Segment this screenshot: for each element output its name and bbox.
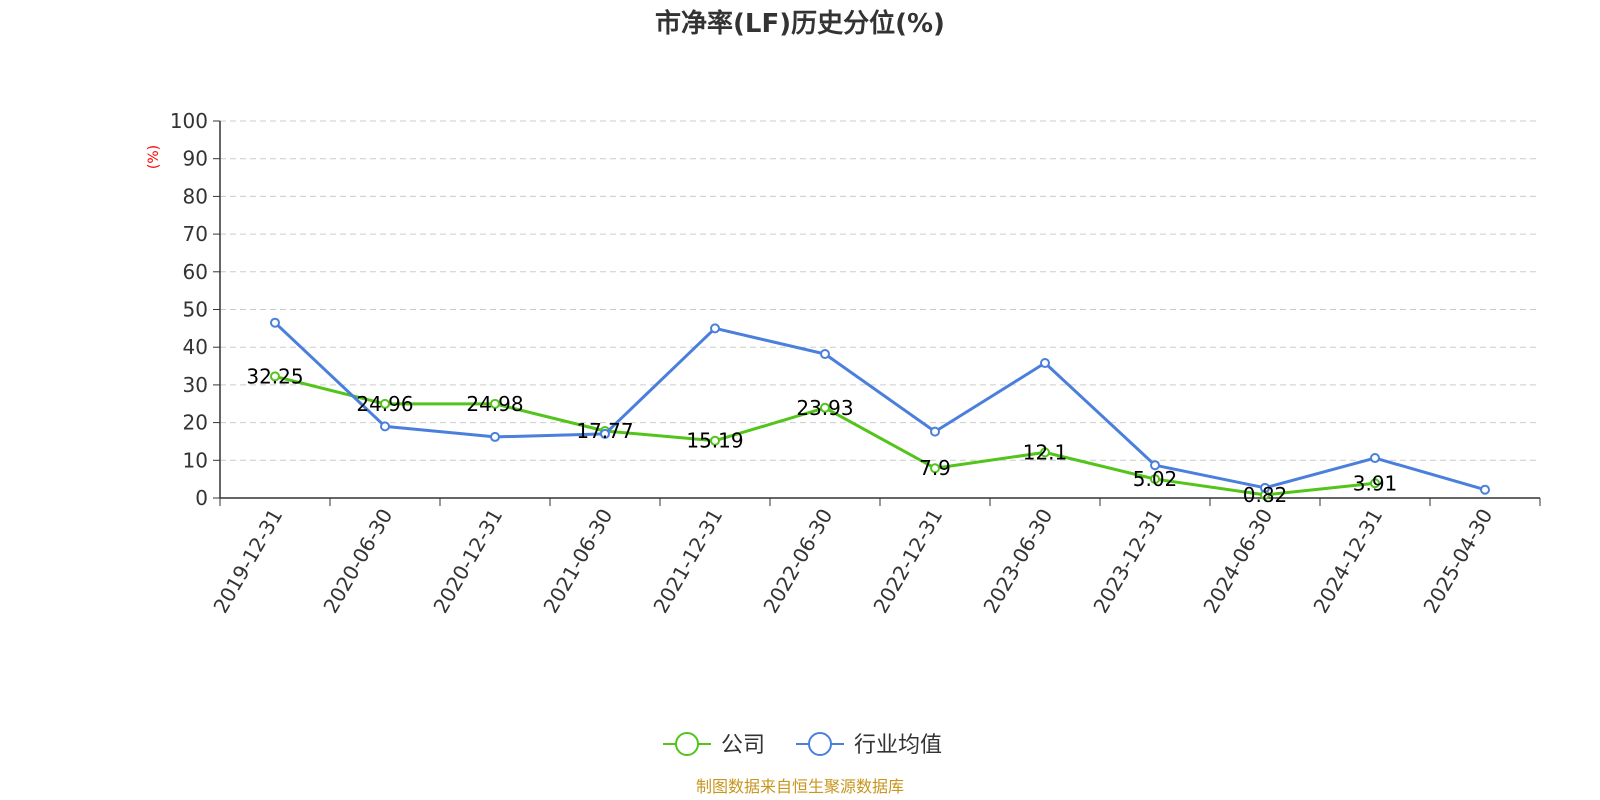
y-tick-label: 20 xyxy=(183,411,208,435)
y-tick-label: 0 xyxy=(195,486,208,510)
data-point[interactable] xyxy=(490,398,500,409)
data-labels: 32.25 24.96 24.98 17.77 15.19 23.93 7.9 12.1 5.0… xyxy=(246,364,1397,506)
y-tick-label: 60 xyxy=(183,260,208,284)
y-tick-label: 40 xyxy=(183,335,208,359)
data-label: 23.93 xyxy=(796,396,853,420)
legend-item[interactable]: 行业均值 xyxy=(796,732,942,758)
legend-marker xyxy=(808,732,832,756)
y-tick-label: 80 xyxy=(183,184,208,208)
y-tick-label: 30 xyxy=(183,373,208,397)
data-point[interactable] xyxy=(380,398,390,409)
legend-marker xyxy=(675,732,699,756)
y-tick-label: 10 xyxy=(183,448,208,472)
x-tick-label: 2019-12-31 xyxy=(208,505,287,618)
data-point[interactable] xyxy=(1370,453,1380,464)
gridlines xyxy=(220,120,1540,461)
data-point[interactable] xyxy=(710,435,720,446)
legend-label: 公司 xyxy=(721,733,765,758)
axes: 0 10 20 30 40 50 60 70 80 90 100 2019-12-31 2020-06-… xyxy=(170,109,1541,618)
data-point[interactable] xyxy=(930,463,940,474)
x-tick-label: 2021-12-31 xyxy=(648,505,727,618)
data-point[interactable] xyxy=(820,348,830,359)
data-point[interactable] xyxy=(380,421,390,432)
source-note: 制图数据来自恒生聚源数据库 xyxy=(696,777,904,796)
x-tick-label: 2022-12-31 xyxy=(868,505,947,618)
data-point[interactable] xyxy=(1040,447,1050,458)
legend-label: 行业均值 xyxy=(854,733,942,758)
x-tick-label: 2023-12-31 xyxy=(1088,505,1167,618)
data-label: 24.96 xyxy=(356,392,413,416)
data-label: 5.02 xyxy=(1133,467,1178,491)
x-tick-label: 2024-12-31 xyxy=(1308,505,1387,618)
y-tick-label: 70 xyxy=(183,222,208,246)
data-label: 7.9 xyxy=(919,456,951,480)
x-tick-label: 2023-06-30 xyxy=(978,505,1057,618)
data-point[interactable] xyxy=(490,431,500,442)
y-tick-label: 90 xyxy=(183,147,208,171)
series-group xyxy=(270,317,1490,500)
data-point[interactable] xyxy=(1480,484,1490,495)
y-axis-label: (%) xyxy=(146,145,162,169)
legend[interactable]: 公司 行业均值 xyxy=(663,732,942,758)
data-label: 17.77 xyxy=(576,419,633,443)
data-point[interactable] xyxy=(710,323,720,334)
x-tick-label: 2024-06-30 xyxy=(1198,505,1277,618)
y-tick-label: 50 xyxy=(183,298,208,322)
data-point[interactable] xyxy=(1370,478,1380,489)
data-point[interactable] xyxy=(1260,482,1270,493)
data-point[interactable] xyxy=(1040,358,1050,369)
data-label: 3.91 xyxy=(1353,471,1398,495)
x-tick-label: 2020-12-31 xyxy=(428,505,507,618)
legend-item[interactable]: 公司 xyxy=(663,732,765,758)
data-point[interactable] xyxy=(1150,474,1160,485)
y-tick-label: 100 xyxy=(170,109,208,133)
data-label: 24.98 xyxy=(466,392,523,416)
x-tick-label: 2021-06-30 xyxy=(538,505,617,618)
data-label: 15.19 xyxy=(686,429,743,453)
data-point[interactable] xyxy=(600,428,610,439)
data-point[interactable] xyxy=(820,402,830,413)
data-label: 32.25 xyxy=(246,364,303,388)
chart-title: 市净率(LF)历史分位(%) xyxy=(655,8,945,39)
data-point[interactable] xyxy=(1150,460,1160,471)
data-label: 12.1 xyxy=(1023,440,1068,464)
x-tick-label: 2025-04-30 xyxy=(1418,505,1497,618)
series-line xyxy=(273,321,1486,492)
data-label: 0.82 xyxy=(1243,483,1288,507)
data-point[interactable] xyxy=(270,317,280,328)
data-point[interactable] xyxy=(270,371,280,382)
x-tick-label: 2022-06-30 xyxy=(758,505,837,618)
data-point[interactable] xyxy=(930,426,940,437)
x-tick-label: 2020-06-30 xyxy=(318,505,397,618)
